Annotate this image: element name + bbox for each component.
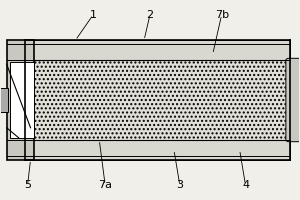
Bar [7, 40, 34, 160]
Bar [28, 60, 287, 140]
Bar [25, 140, 290, 160]
Text: 4: 4 [242, 180, 249, 190]
Bar [10, 62, 34, 138]
Text: 3: 3 [176, 180, 183, 190]
Text: 7b: 7b [214, 10, 229, 20]
Bar [25, 40, 290, 60]
Text: 2: 2 [146, 10, 154, 20]
FancyBboxPatch shape [286, 58, 300, 142]
Bar [0, 88, 8, 112]
Text: 1: 1 [90, 10, 97, 20]
Text: 7a: 7a [98, 180, 112, 190]
Text: 5: 5 [24, 180, 31, 190]
Bar [25, 40, 290, 160]
